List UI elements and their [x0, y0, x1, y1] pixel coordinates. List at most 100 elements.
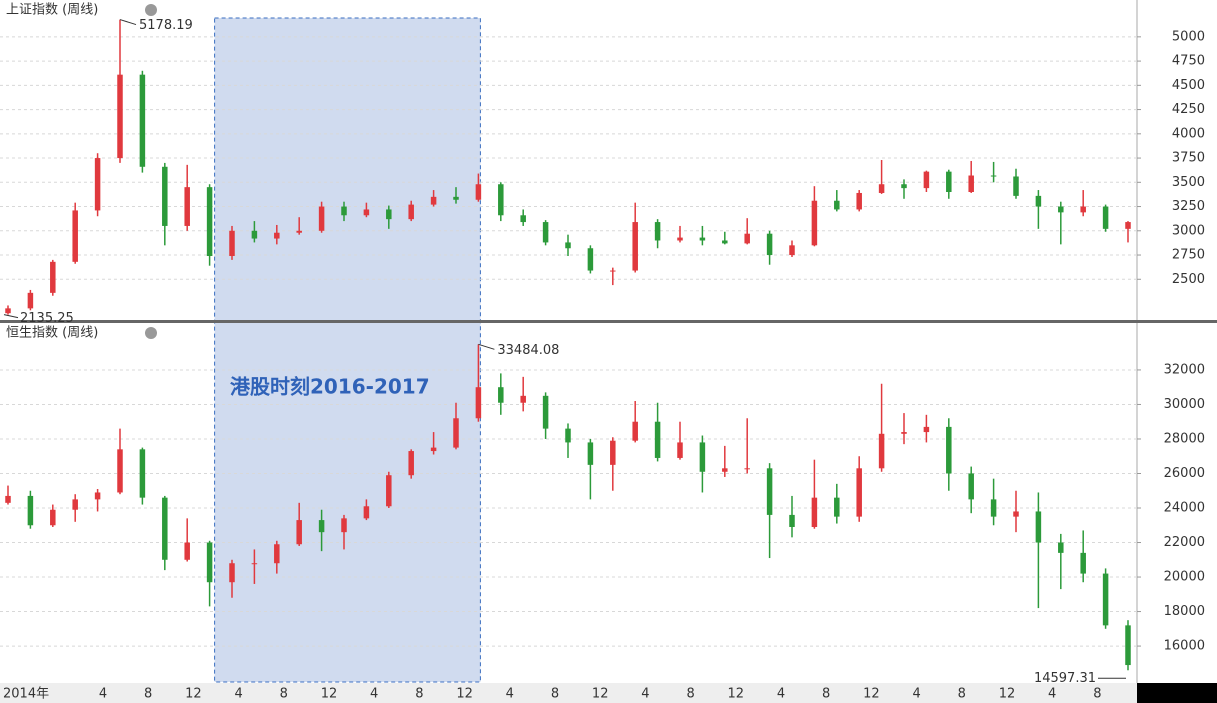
candle-body	[72, 499, 78, 510]
candle-body	[632, 222, 638, 271]
min-label: 14597.31	[1034, 671, 1096, 686]
candle-body	[498, 184, 504, 216]
panel-title: 恒生指数 (周线)	[6, 326, 98, 341]
y-tick-label: 20000	[1164, 570, 1205, 585]
candle-body	[27, 292, 34, 309]
candle-body	[766, 233, 773, 256]
candle-body	[587, 442, 594, 465]
candle-body	[1013, 176, 1019, 196]
y-tick-label: 3000	[1172, 223, 1205, 238]
candle-body	[968, 175, 974, 192]
candle-body	[229, 563, 235, 583]
candle-body	[722, 240, 728, 244]
x-tick-label: 8	[144, 687, 152, 702]
candle-body	[990, 175, 997, 177]
candle-body	[139, 449, 146, 498]
candle-body	[453, 418, 459, 448]
y-tick-label: 26000	[1164, 466, 1205, 481]
annotation-arrow	[119, 19, 137, 26]
candle-body	[50, 509, 56, 526]
candle-body	[1125, 222, 1131, 229]
y-tick-label: 4250	[1172, 102, 1205, 117]
candle-body	[363, 506, 370, 519]
candle-body	[901, 432, 907, 434]
annotation-arrow	[3, 314, 19, 319]
x-tick-label: 8	[822, 687, 830, 702]
candle-body	[946, 426, 952, 474]
candle-body	[1058, 542, 1064, 553]
candle-body	[363, 209, 370, 216]
candle-body	[901, 184, 907, 189]
annotation-arrow	[478, 343, 495, 350]
candle-body	[184, 542, 190, 560]
corner-block	[1137, 683, 1217, 703]
candle-body	[565, 428, 571, 443]
candle-body	[296, 230, 302, 233]
y-tick-label: 3750	[1172, 151, 1205, 166]
x-tick-label: 8	[415, 687, 423, 702]
candle-body	[834, 200, 840, 210]
candle-body	[94, 158, 101, 211]
candle-body	[251, 563, 258, 565]
candle-body	[206, 187, 213, 256]
x-tick-label: 4	[912, 687, 920, 702]
max-label: 33484.08	[497, 343, 559, 358]
y-tick-label: 2750	[1172, 248, 1205, 263]
candle-body	[923, 426, 930, 433]
candle-body	[722, 468, 728, 472]
candle-body	[1080, 552, 1086, 574]
candle-body	[632, 421, 638, 441]
panel-menu[interactable]	[145, 4, 157, 16]
candle-body	[677, 442, 683, 458]
x-tick-label: 8	[280, 687, 288, 702]
candle-body	[274, 232, 280, 239]
candle-body	[1102, 573, 1109, 626]
panel-menu[interactable]	[145, 327, 157, 339]
candle-body	[386, 209, 392, 220]
x-tick-label: 12	[456, 687, 473, 702]
y-tick-label: 28000	[1164, 431, 1205, 446]
x-tick-label: 4	[641, 687, 649, 702]
candle-body	[856, 468, 862, 517]
candle-body	[1080, 206, 1086, 213]
x-tick-label: 4	[506, 687, 514, 702]
x-tick-label: 4	[777, 687, 785, 702]
candle-body	[274, 544, 280, 564]
x-tick-label: 12	[999, 687, 1016, 702]
candle-body	[1125, 625, 1131, 666]
y-tick-label: 3250	[1172, 199, 1205, 214]
candle-body	[766, 468, 773, 515]
x-tick-label: 8	[958, 687, 966, 702]
x-tick-label: 12	[728, 687, 745, 702]
y-tick-label: 32000	[1164, 362, 1205, 377]
x-axis-strip	[0, 683, 1137, 703]
candle-body	[699, 442, 706, 472]
x-tick-label: 2014年	[3, 687, 49, 702]
candle-body	[386, 475, 392, 507]
candle-body	[1058, 206, 1064, 213]
y-tick-label: 2500	[1172, 272, 1205, 287]
x-tick-label: 8	[686, 687, 694, 702]
candle-body	[744, 233, 750, 244]
y-tick-label: 3500	[1172, 175, 1205, 190]
candle-body	[789, 514, 795, 527]
candle-body	[520, 395, 526, 403]
x-tick-label: 12	[863, 687, 880, 702]
candle-body	[811, 200, 818, 246]
candle-body	[27, 495, 34, 526]
candle-body	[498, 387, 504, 403]
candle-body	[968, 473, 974, 500]
candle-body	[341, 518, 347, 533]
x-tick-label: 8	[1093, 687, 1101, 702]
candle-body	[408, 451, 414, 476]
x-tick-label: 12	[592, 687, 609, 702]
y-tick-label: 16000	[1164, 639, 1205, 654]
candle-body	[699, 237, 706, 241]
x-tick-label: 8	[551, 687, 559, 702]
highlight-label: 港股时刻2016-2017	[230, 375, 430, 399]
x-tick-label: 4	[234, 687, 242, 702]
candle-body	[475, 184, 482, 200]
y-tick-label: 30000	[1164, 397, 1205, 412]
candle-body	[946, 171, 952, 192]
